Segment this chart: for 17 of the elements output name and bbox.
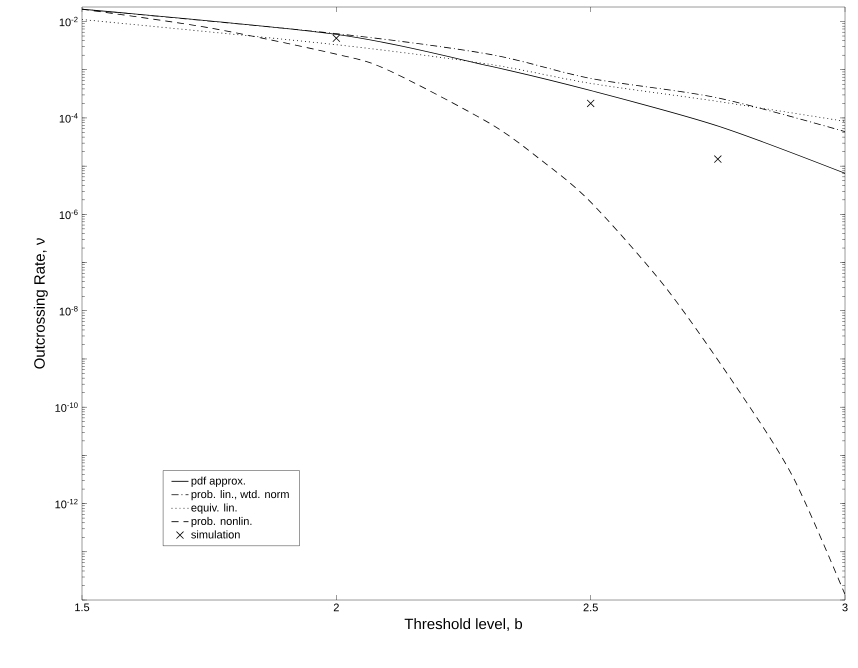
legend-label: pdf approx. xyxy=(192,476,245,487)
x-tick-label: 3 xyxy=(842,604,848,612)
y-tick-label: 10$^{-6}$ xyxy=(60,210,78,220)
legend-label: simulation xyxy=(191,530,240,538)
legend-label: prob. nonlin. xyxy=(192,516,252,528)
legend-label: equiv. lin. xyxy=(191,503,237,514)
y-tick-label: 10$^{-10}$ xyxy=(55,402,78,412)
y-tick-label: 10$^{-12}$ xyxy=(55,498,78,508)
x-tick-label: 2.5 xyxy=(584,604,598,612)
legend-label: prob. lin., wtd. norm xyxy=(192,490,289,500)
x-tick-label: 1.5 xyxy=(75,604,90,612)
y-tick-label: 10$^{-8}$ xyxy=(60,306,78,316)
x-axis-title: Threshold level, b xyxy=(404,618,522,631)
y-axis-title: Outcrossing Rate, ν xyxy=(34,238,48,369)
y-tick-label: 10$^{-2}$ xyxy=(60,16,78,26)
y-tick-label: 10$^{-4}$ xyxy=(60,113,78,123)
x-tick-label: 2 xyxy=(334,604,339,612)
